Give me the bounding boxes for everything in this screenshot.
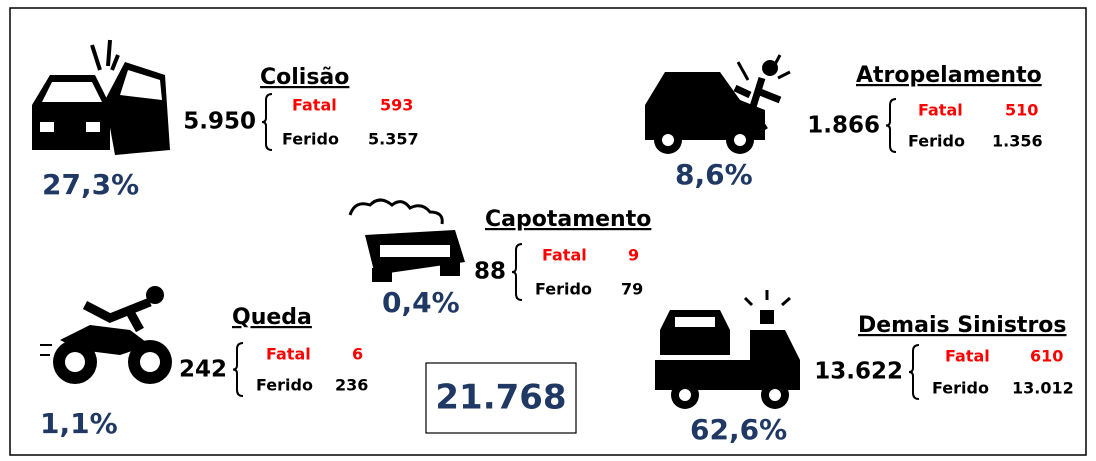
group-total: 1.866 [807, 113, 880, 139]
brace [908, 344, 920, 400]
fatal-label: Fatal [945, 347, 990, 366]
group-share: 62,6% [690, 413, 787, 446]
injured-value: 5.357 [368, 130, 419, 149]
motorcycle-icon [40, 286, 172, 384]
fatal-label: Fatal [292, 96, 337, 115]
collision-icon [32, 39, 170, 155]
grand-total: 21.768 [435, 378, 566, 418]
brace [261, 93, 273, 151]
group-total: 13.622 [814, 359, 903, 385]
group-share: 1,1% [40, 407, 118, 440]
fatal-value: 6 [352, 345, 363, 364]
injured-value: 79 [621, 280, 643, 299]
brace [511, 243, 523, 301]
injured-label: Ferido [908, 132, 965, 151]
group-title: Atropelamento [856, 63, 1042, 88]
fatal-label: Fatal [918, 101, 963, 120]
total-box [425, 362, 577, 434]
fatal-label: Fatal [266, 345, 311, 364]
pedestrian-icon [645, 54, 791, 154]
group-title: Queda [232, 305, 312, 330]
group-total: 242 [179, 357, 227, 383]
group-share: 27,3% [42, 168, 139, 201]
group-share: 8,6% [675, 158, 753, 191]
fatal-value: 593 [380, 96, 413, 115]
fatal-value: 9 [628, 246, 639, 265]
injured-label: Ferido [932, 379, 989, 398]
brace [885, 98, 897, 153]
group-total: 5.950 [183, 109, 256, 135]
group-total: 88 [474, 259, 506, 285]
fatal-label: Fatal [542, 246, 587, 265]
rollover-icon [348, 198, 465, 282]
injured-value: 1.356 [992, 132, 1043, 151]
fatal-value: 610 [1030, 347, 1063, 366]
injured-value: 236 [335, 376, 368, 395]
injured-label: Ferido [282, 130, 339, 149]
injured-label: Ferido [535, 280, 592, 299]
brace [232, 342, 244, 397]
fatal-value: 510 [1005, 101, 1038, 120]
injured-label: Ferido [256, 376, 313, 395]
group-title: Demais Sinistros [858, 313, 1067, 338]
group-title: Colisão [260, 65, 349, 90]
tow-truck-icon [655, 290, 800, 409]
injured-value: 13.012 [1012, 379, 1074, 398]
group-share: 0,4% [382, 286, 460, 319]
group-title: Capotamento [485, 207, 651, 232]
